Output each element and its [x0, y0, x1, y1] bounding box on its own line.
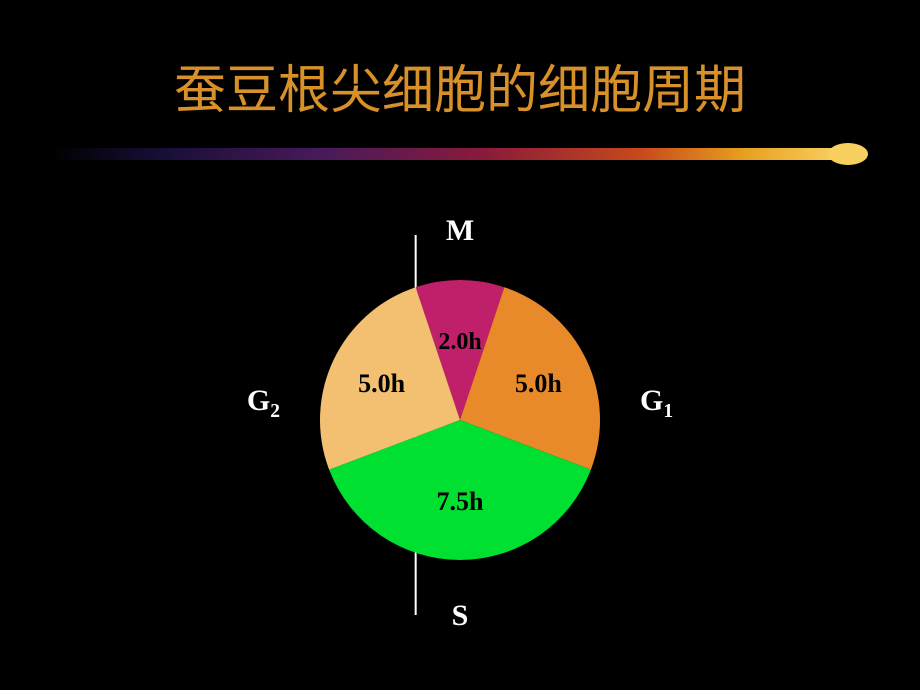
- phase-label-g2: G2: [247, 384, 280, 423]
- slice-value-g2: 5.0h: [342, 369, 422, 399]
- slice-value-s: 7.5h: [420, 487, 500, 517]
- phase-label-m: M: [420, 214, 500, 248]
- slice-value-g1: 5.0h: [498, 369, 578, 399]
- slice-value-m: 2.0h: [420, 329, 500, 356]
- phase-label-g1: G1: [640, 384, 673, 423]
- slide: { "title": { "text": "蚕豆根尖细胞的细胞周期", "col…: [0, 0, 920, 690]
- phase-label-s: S: [420, 599, 500, 633]
